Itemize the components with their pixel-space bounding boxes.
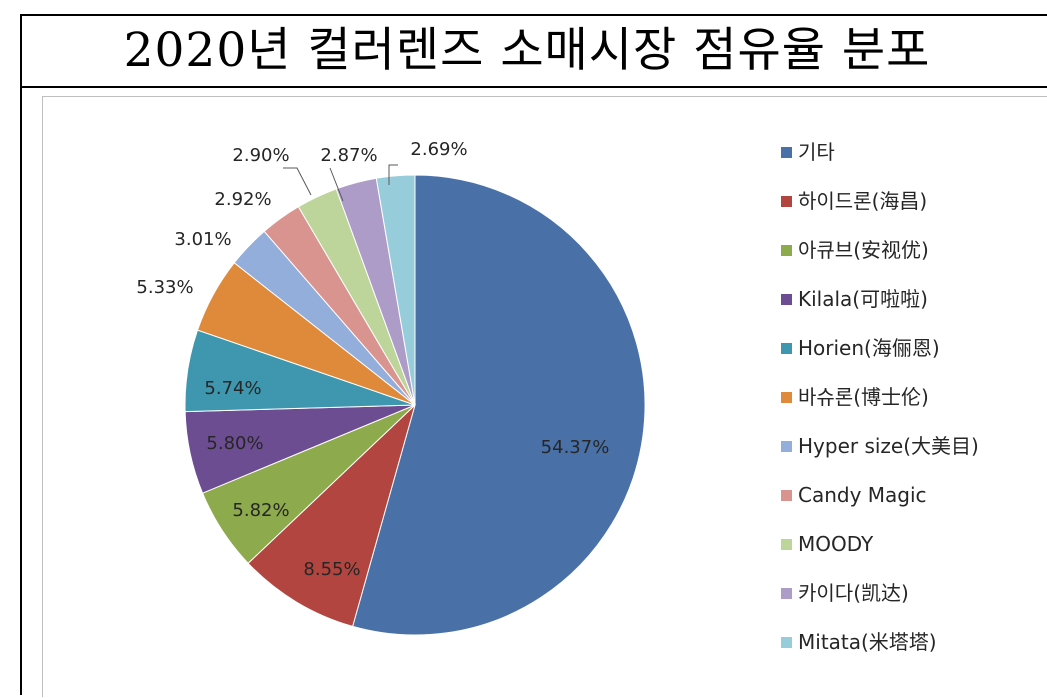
data-label-6: 5.33%: [136, 277, 193, 298]
data-label-1: 54.37%: [541, 437, 610, 458]
legend-swatch-5: [781, 343, 792, 354]
legend-label-1: 기타: [798, 140, 835, 164]
legend-swatch-4: [781, 294, 792, 305]
legend-swatch-10: [781, 588, 792, 599]
legend-label-6: 바슈론(博士伦): [798, 385, 929, 409]
data-label-11: 2.69%: [410, 139, 467, 160]
legend-swatch-6: [781, 392, 792, 403]
legend-label-7: Hyper size(大美目): [798, 434, 979, 458]
data-label-8: 2.92%: [214, 189, 271, 210]
data-label-10: 2.87%: [320, 145, 377, 166]
legend-label-3: 아큐브(安视优): [798, 238, 929, 262]
page-title: 2020년 컬러렌즈 소매시장 점유율 분포: [123, 23, 931, 78]
leader-line-1: [283, 167, 312, 196]
legend-label-2: 하이드론(海昌): [798, 189, 927, 213]
data-label-3: 5.82%: [232, 500, 289, 521]
legend-swatch-8: [781, 490, 792, 501]
pie-chart: 54.37% 8.55% 5.82% 5.80% 5.74% 5.33% 3.01% 2.92…: [136, 139, 979, 654]
legend-label-10: 카이다(凯达): [798, 581, 909, 605]
table-frame: 2020년 컬러렌즈 소매시장 점유율 분포 54.37% 8.55% 5.82% 5…: [20, 14, 1047, 697]
legend-swatch-11: [781, 637, 792, 648]
title-row: 2020년 컬러렌즈 소매시장 점유율 분포: [22, 16, 1047, 88]
legend-swatch-7: [781, 441, 792, 452]
legend-label-4: Kilala(可啦啦): [798, 287, 928, 311]
legend-label-9: MOODY: [798, 532, 874, 556]
leader-line-2: [329, 167, 344, 202]
leader-line-3: [388, 164, 398, 185]
data-label-2: 8.55%: [303, 559, 360, 580]
data-label-9: 2.90%: [232, 145, 289, 166]
legend-label-8: Candy Magic: [798, 483, 927, 507]
pie-slice-11: [375, 174, 416, 406]
data-label-7: 3.01%: [174, 229, 231, 250]
legend-swatch-1: [781, 147, 792, 158]
legend-swatch-9: [781, 539, 792, 550]
legend-swatch-3: [781, 245, 792, 256]
legend-swatch-2: [781, 196, 792, 207]
legend-label-5: Horien(海俪恩): [798, 336, 940, 360]
pie-slice-1: [352, 174, 646, 636]
pie-slice-2: [247, 403, 416, 627]
legend-label-11: Mitata(米塔塔): [798, 630, 937, 654]
data-label-4: 5.80%: [206, 433, 263, 454]
data-label-5: 5.74%: [204, 378, 261, 399]
chart-area: 54.37% 8.55% 5.82% 5.80% 5.74% 5.33% 3.01% 2.92…: [42, 96, 1047, 697]
